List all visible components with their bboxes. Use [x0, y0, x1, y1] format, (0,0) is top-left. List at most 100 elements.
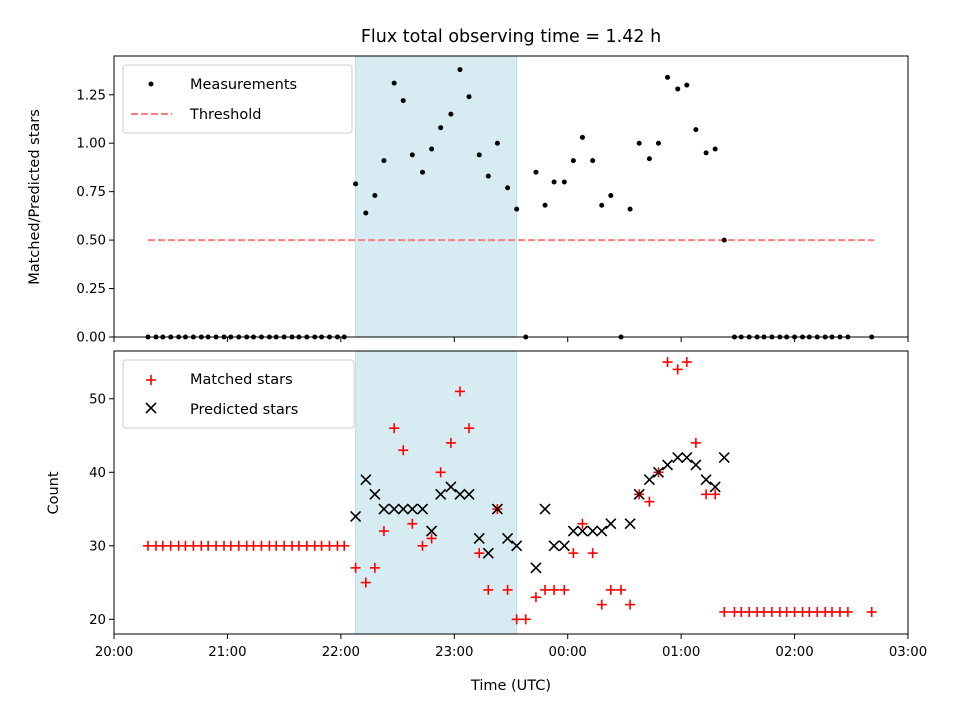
y-tick-label: 50 [89, 392, 106, 407]
legend-measurements-label: Measurements [190, 77, 297, 93]
measurement-point [655, 140, 661, 146]
x-tick-label: 22:00 [322, 645, 360, 660]
measurement-point [353, 181, 359, 187]
predicted-star-point [435, 488, 447, 500]
matched-star-point [502, 584, 513, 595]
measurement-point [400, 98, 406, 104]
bottom-legend-box [122, 359, 355, 429]
predicted-star-point [587, 525, 599, 537]
matched-star-point [417, 540, 428, 551]
predicted-star-point [473, 532, 485, 545]
bottom-x-ticks: 20:00 21:00 22:00 23:00 00:00 01:00 02:00 03:00 [95, 634, 927, 660]
matched-star-point [435, 467, 446, 478]
predicted-star-point [596, 525, 608, 537]
top-y-axis-label: Matched/Predicted stars [27, 109, 43, 285]
measurement-point [363, 210, 369, 216]
measurement-point [514, 206, 520, 212]
x-axis-label: Time (UTC) [470, 678, 551, 694]
predicted-star-point [718, 452, 730, 464]
matched-star-point [549, 584, 560, 595]
highlight-span-rect [355, 350, 518, 635]
bottom-y-axis-label: Count [46, 471, 62, 514]
legend-predicted-marker [145, 402, 157, 414]
measurement-point [636, 140, 642, 146]
measurement-point [466, 94, 472, 100]
y-tick-label: 0.25 [76, 282, 106, 297]
measurement-point [372, 193, 378, 199]
predicted-star-point [369, 488, 381, 500]
predicted-star-point [397, 503, 409, 515]
measurement-point [485, 173, 491, 179]
matched-star-point [866, 606, 877, 617]
predicted-star-point [388, 503, 400, 515]
matched-star-point [369, 562, 380, 573]
measurement-point [684, 82, 690, 88]
matched-star-point [681, 357, 692, 368]
matched-star-point [540, 584, 551, 595]
matched-star-point [474, 548, 485, 559]
measurement-point [429, 146, 435, 152]
predicted-star-point [511, 540, 523, 552]
measurement-point [533, 169, 539, 175]
predicted-star-point [360, 474, 372, 486]
measurement-point [494, 140, 500, 146]
measurement-point [693, 127, 699, 133]
legend-measurements-marker [148, 81, 154, 87]
y-tick-label: 40 [89, 466, 106, 481]
matched-star-point [605, 584, 616, 595]
predicted-star-point [482, 547, 494, 559]
measurement-point [721, 237, 727, 243]
measurement-point [712, 146, 718, 152]
top-x-ticks [113, 337, 909, 342]
predicted-star-point [454, 488, 466, 500]
legend-matched-label: Matched stars [190, 372, 293, 388]
matched-star-point [568, 548, 579, 559]
matched-star-point [662, 357, 673, 368]
highlight-span-rect [355, 55, 518, 338]
measurement-point [665, 74, 671, 80]
measurement-point [381, 158, 387, 164]
predicted-star-point [672, 452, 684, 464]
bottom-axes-frame [113, 350, 909, 635]
predicted-star-point [567, 525, 579, 537]
matched-star-point [378, 526, 389, 537]
y-tick-label: 0.75 [76, 185, 106, 200]
measurement-point [608, 193, 614, 199]
legend-predicted-label: Predicted stars [190, 402, 298, 418]
measurement-point [409, 152, 415, 158]
predicted-star-point [700, 474, 712, 486]
bottom-series [143, 357, 877, 625]
bottom-y-ticks: 20 30 40 50 [89, 392, 114, 628]
measurement-point [391, 80, 397, 86]
matched-star-point [644, 496, 655, 507]
top-axes-frame [113, 55, 909, 338]
bottom-legend: Matched stars Predicted stars [122, 359, 355, 429]
predicted-star-point [426, 525, 438, 537]
x-tick-label: 02:00 [775, 645, 813, 660]
matched-star-point [511, 614, 522, 625]
measurement-point [703, 150, 709, 156]
predicted-star-point [652, 466, 665, 478]
x-tick-label: 21:00 [208, 645, 246, 660]
matched-star-point [719, 606, 730, 617]
predicted-star-point [690, 459, 702, 471]
top-y-ticks: 0.00 0.25 0.50 0.75 1.00 1.25 [76, 88, 114, 346]
x-tick-label: 20:00 [95, 645, 133, 660]
matched-star-point [483, 584, 494, 595]
matched-star-point [350, 562, 361, 573]
measurement-point [675, 86, 681, 92]
predicted-star-point [558, 540, 570, 552]
matched-star-point [407, 518, 418, 529]
predicted-star-point [463, 488, 475, 500]
matched-star-point [398, 445, 409, 456]
matched-star-point [426, 533, 437, 544]
measurement-point [505, 185, 511, 191]
matched-star-point [520, 614, 531, 625]
matched-star-point [577, 518, 588, 529]
matched-star-point [464, 423, 475, 434]
matched-star-point [596, 599, 607, 610]
measurement-point [551, 179, 557, 185]
matched-star-point [587, 548, 598, 559]
x-tick-label: 23:00 [435, 645, 473, 660]
